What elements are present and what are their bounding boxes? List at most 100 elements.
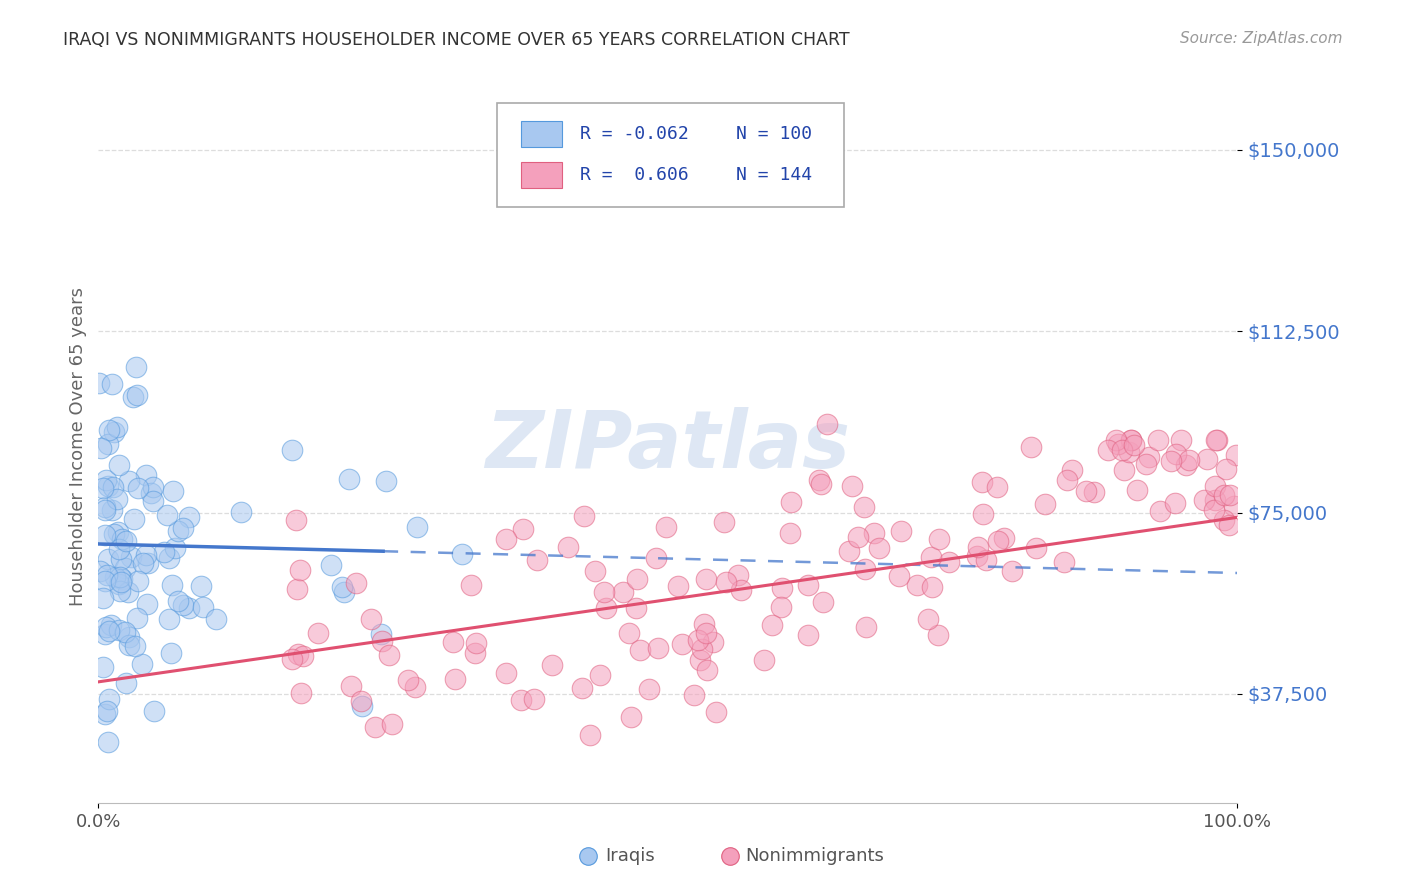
Point (97, 552, 120, 566)
Point (986, 480, 1008, 494)
Point (595, 600, 617, 615)
Point (780, 495, 803, 509)
Point (191, 599, 214, 614)
Point (1033, 497, 1056, 511)
Point (229, 505, 252, 519)
Point (132, 556, 155, 570)
Point (714, 575, 737, 590)
Point (125, 610, 148, 624)
Point (307, 625, 329, 640)
Point (512, 522, 534, 536)
Point (124, 639, 146, 653)
Point (94, 473, 117, 487)
Point (142, 480, 165, 494)
Point (135, 549, 157, 563)
Point (1001, 564, 1024, 578)
Point (1137, 450, 1160, 464)
Point (330, 580, 353, 594)
Point (704, 705, 727, 719)
Point (97, 624, 120, 638)
Point (688, 632, 710, 647)
Point (110, 583, 132, 598)
Point (1175, 458, 1198, 472)
Point (1212, 487, 1234, 501)
Point (671, 637, 693, 651)
Point (620, 709, 643, 723)
Point (167, 524, 190, 538)
Point (165, 541, 187, 555)
Point (928, 533, 950, 547)
Point (172, 598, 194, 612)
Point (90, 441, 112, 455)
Point (797, 628, 820, 642)
Point (1107, 437, 1129, 451)
Point (157, 611, 180, 625)
Point (628, 643, 651, 657)
Point (1053, 555, 1076, 569)
Point (619, 625, 641, 640)
Point (111, 532, 134, 546)
Point (94, 503, 117, 517)
FancyBboxPatch shape (522, 162, 562, 187)
Point (101, 503, 124, 517)
Point (96, 705, 118, 719)
Point (1076, 483, 1098, 498)
Point (110, 552, 132, 566)
Point (117, 584, 139, 599)
Point (94, 627, 117, 641)
Point (972, 507, 994, 521)
Point (841, 478, 863, 492)
Point (693, 616, 716, 631)
Point (97, 735, 120, 749)
Point (404, 681, 426, 695)
Point (153, 545, 176, 559)
Point (143, 704, 166, 718)
Point (720, 868, 742, 882)
Point (557, 541, 579, 555)
Point (690, 641, 713, 656)
Point (360, 612, 382, 626)
Point (139, 486, 162, 500)
Point (135, 597, 157, 611)
Point (103, 425, 125, 439)
Point (838, 544, 860, 558)
Point (127, 574, 149, 589)
Point (1021, 440, 1043, 454)
Point (124, 512, 146, 526)
Point (974, 553, 997, 567)
Point (441, 635, 464, 649)
Point (100, 617, 122, 632)
Point (205, 612, 228, 626)
Point (1097, 442, 1119, 457)
Point (1121, 433, 1143, 447)
Point (1178, 453, 1201, 467)
Point (398, 673, 420, 688)
Point (350, 694, 373, 708)
Point (921, 580, 943, 594)
Point (127, 481, 149, 495)
Point (108, 623, 131, 637)
Point (122, 390, 145, 404)
Point (114, 561, 136, 575)
Point (97, 479, 120, 493)
Point (1083, 485, 1105, 500)
Point (1204, 493, 1226, 508)
Point (1056, 474, 1078, 488)
Point (94, 527, 117, 541)
Point (118, 638, 141, 652)
Point (1192, 492, 1215, 507)
Text: IRAQI VS NONIMMIGRANTS HOUSEHOLDER INCOME OVER 65 YEARS CORRELATION CHART: IRAQI VS NONIMMIGRANTS HOUSEHOLDER INCOM… (63, 31, 849, 49)
Point (177, 509, 200, 524)
Point (159, 646, 181, 660)
Point (97, 692, 120, 706)
Text: Source: ZipAtlas.com: Source: ZipAtlas.com (1180, 31, 1343, 46)
Point (157, 550, 180, 565)
Point (97, 437, 120, 451)
Point (1202, 502, 1225, 516)
Point (160, 578, 183, 592)
Point (110, 570, 132, 584)
Point (114, 625, 136, 640)
Point (853, 500, 876, 515)
Point (593, 584, 616, 599)
Point (101, 480, 124, 494)
